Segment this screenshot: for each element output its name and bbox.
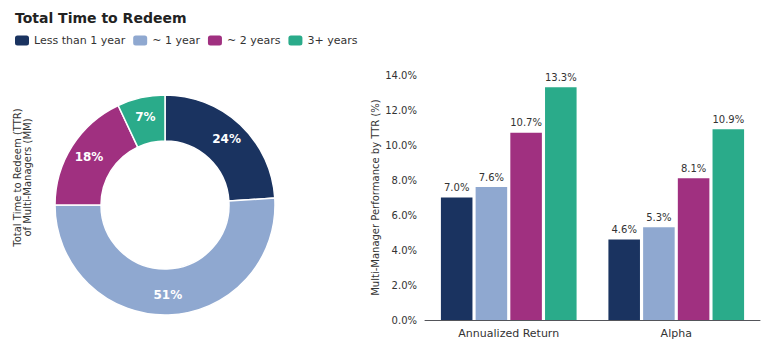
svg-text:~ 1 year: ~ 1 year	[152, 34, 200, 47]
svg-text:18%: 18%	[75, 150, 104, 164]
svg-text:~ 2 years: ~ 2 years	[227, 34, 281, 47]
svg-text:12.0%: 12.0%	[385, 105, 417, 116]
svg-text:2.0%: 2.0%	[392, 280, 417, 291]
svg-text:7.0%: 7.0%	[444, 182, 469, 193]
svg-text:Total Time to Redeem: Total Time to Redeem	[15, 10, 187, 26]
svg-text:10.9%: 10.9%	[712, 114, 744, 125]
svg-text:Multi-Manager Performance by T: Multi-Manager Performance by TTR (%)	[370, 99, 381, 296]
svg-text:5.3%: 5.3%	[646, 212, 671, 223]
svg-text:Less than 1 year: Less than 1 year	[34, 34, 126, 47]
svg-text:13.3%: 13.3%	[545, 72, 577, 83]
svg-text:10.7%: 10.7%	[510, 117, 542, 128]
svg-text:7.6%: 7.6%	[479, 172, 504, 183]
svg-text:3+ years: 3+ years	[307, 34, 357, 47]
svg-text:Alpha: Alpha	[661, 327, 692, 340]
svg-text:Annualized Return: Annualized Return	[458, 327, 559, 340]
svg-text:14.0%: 14.0%	[385, 70, 417, 81]
svg-text:4.6%: 4.6%	[611, 224, 636, 235]
svg-text:24%: 24%	[212, 132, 241, 146]
svg-text:8.0%: 8.0%	[392, 175, 417, 186]
svg-text:of Multi-Managers (MM): of Multi-Managers (MM)	[22, 118, 33, 236]
svg-text:51%: 51%	[153, 288, 182, 302]
svg-text:10.0%: 10.0%	[385, 140, 417, 151]
svg-text:7%: 7%	[135, 110, 155, 124]
svg-text:4.0%: 4.0%	[392, 245, 417, 256]
svg-text:Total Time to Redeem (TTR): Total Time to Redeem (TTR)	[11, 108, 23, 247]
svg-text:6.0%: 6.0%	[392, 210, 417, 221]
svg-text:0.0%: 0.0%	[392, 315, 417, 326]
svg-text:8.1%: 8.1%	[681, 163, 706, 174]
